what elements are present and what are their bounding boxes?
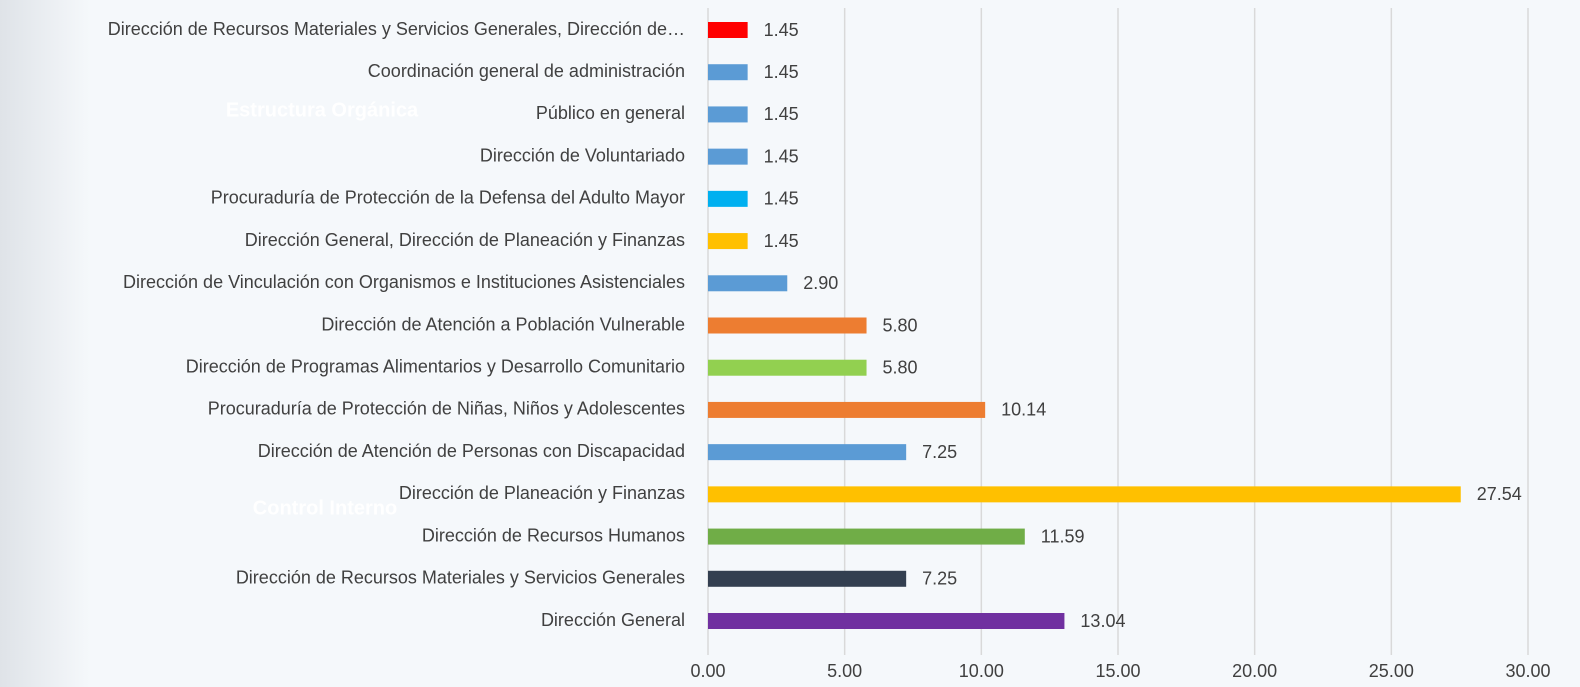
data-label: 5.80 xyxy=(883,357,918,377)
data-label: 1.45 xyxy=(764,231,799,251)
category-label: Dirección General xyxy=(541,610,685,630)
data-label: 27.54 xyxy=(1477,484,1522,504)
bar xyxy=(708,359,867,376)
data-label: 7.25 xyxy=(922,569,957,589)
annotation: Control Interno xyxy=(253,497,397,519)
data-label: 1.45 xyxy=(764,20,799,40)
category-label: Dirección de Atención a Población Vulner… xyxy=(321,314,685,334)
data-label: 1.45 xyxy=(764,146,799,166)
category-label: Dirección de Programas Alimentarios y De… xyxy=(186,356,685,376)
bar xyxy=(708,22,748,38)
category-label: Dirección de Atención de Personas con Di… xyxy=(258,441,685,461)
x-tick-label: 25.00 xyxy=(1369,661,1414,681)
bar xyxy=(708,64,748,81)
category-label: Dirección de Voluntariado xyxy=(480,145,685,165)
background-shade xyxy=(0,0,90,687)
bar xyxy=(708,486,1461,503)
category-label: Procuraduría de Protección de la Defensa… xyxy=(211,188,685,208)
bar xyxy=(708,233,748,250)
category-label: Dirección de Recursos Materiales y Servi… xyxy=(236,568,685,588)
bar xyxy=(708,401,986,418)
category-label: Dirección de Recursos Materiales y Servi… xyxy=(108,19,685,39)
x-tick-label: 15.00 xyxy=(1095,661,1140,681)
bar xyxy=(708,613,1065,629)
x-tick-label: 30.00 xyxy=(1505,661,1550,681)
bar xyxy=(708,317,867,334)
bar xyxy=(708,444,907,461)
category-label: Dirección de Recursos Humanos xyxy=(422,525,685,545)
x-tick-label: 5.00 xyxy=(827,661,862,681)
bar xyxy=(708,275,788,292)
data-label: 5.80 xyxy=(883,315,918,335)
data-label: 1.45 xyxy=(764,104,799,124)
category-label: Procuraduría de Protección de Niñas, Niñ… xyxy=(208,399,685,419)
data-label: 11.59 xyxy=(1041,526,1085,546)
bar xyxy=(708,106,748,123)
x-tick-label: 0.00 xyxy=(690,661,725,681)
category-label: Dirección de Vinculación con Organismos … xyxy=(123,272,685,292)
data-label: 7.25 xyxy=(922,442,957,462)
data-label: 13.04 xyxy=(1080,611,1125,631)
data-label: 2.90 xyxy=(803,273,838,293)
data-label: 1.45 xyxy=(764,62,799,82)
bar xyxy=(708,528,1025,545)
data-label: 10.14 xyxy=(1001,400,1046,420)
bar xyxy=(708,570,907,587)
category-label: Dirección de Planeación y Finanzas xyxy=(399,483,685,503)
bar xyxy=(708,148,748,165)
annotation: Estructura Orgánica xyxy=(226,99,419,121)
category-label: Coordinación general de administración xyxy=(368,61,685,81)
bar xyxy=(708,190,748,207)
x-tick-label: 10.00 xyxy=(959,661,1004,681)
category-label: Público en general xyxy=(536,103,685,123)
x-tick-label: 20.00 xyxy=(1232,661,1277,681)
category-label: Dirección General, Dirección de Planeaci… xyxy=(245,230,685,250)
data-label: 1.45 xyxy=(764,189,799,209)
